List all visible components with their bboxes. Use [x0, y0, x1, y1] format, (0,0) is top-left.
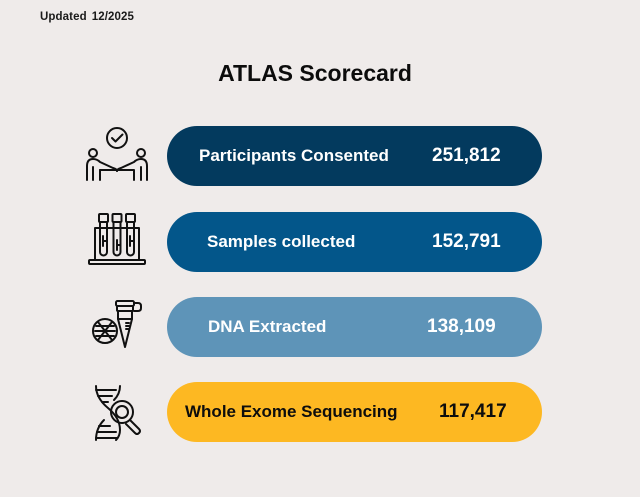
updated-date: 12/2025	[91, 11, 134, 23]
metric-value: 117,417	[439, 401, 507, 422]
metric-whole-exome-sequencing: Whole Exome Sequencing 117,417	[167, 382, 542, 442]
metric-label: Participants Consented	[199, 146, 389, 165]
metric-value: 152,791	[432, 231, 501, 252]
test-tube-rack-icon	[84, 210, 150, 270]
metric-label: DNA Extracted	[208, 317, 327, 336]
metric-participants-consented: Participants Consented 251,812	[167, 126, 542, 186]
handshake-check-icon	[84, 124, 150, 184]
metric-label: Samples collected	[207, 232, 356, 251]
dna-magnifier-icon	[84, 382, 150, 442]
metric-dna-extracted: DNA Extracted 138,109	[167, 297, 542, 357]
metric-samples-collected: Samples collected 152,791	[167, 212, 542, 272]
updated-label: Updated	[40, 11, 87, 23]
page-title: ATLAS Scorecard	[218, 60, 412, 86]
metric-value: 251,812	[432, 145, 501, 166]
metric-label: Whole Exome Sequencing	[185, 402, 398, 421]
updated-stamp: Updated 12/2025	[40, 11, 134, 23]
dna-tube-icon	[84, 297, 150, 357]
metric-value: 138,109	[427, 316, 496, 337]
